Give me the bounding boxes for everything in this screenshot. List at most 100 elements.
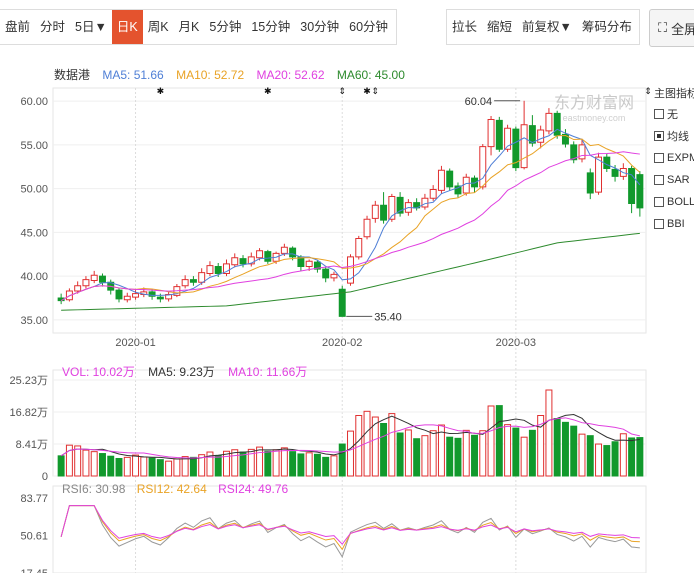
volume-bar <box>322 456 330 477</box>
candle-body <box>189 279 197 283</box>
candle-body <box>512 128 520 169</box>
candle-body <box>313 261 321 270</box>
volume-bar <box>330 455 338 477</box>
tab-6[interactable]: 5分钟 <box>209 20 242 34</box>
volume-bar <box>107 455 115 477</box>
volume-bar <box>595 443 603 477</box>
checkbox-icon[interactable] <box>654 175 664 185</box>
volume-tick-label: 0 <box>42 471 48 483</box>
volume-bar <box>553 418 561 477</box>
volume-bar <box>388 413 396 477</box>
watermark: 东方财富网 <box>554 94 634 112</box>
rsi12-line <box>60 505 640 551</box>
tab-5[interactable]: 月K <box>178 20 200 34</box>
candle-body <box>429 189 437 199</box>
rsi24-line <box>60 505 640 545</box>
candle-body <box>173 286 181 296</box>
tab-8[interactable]: 30分钟 <box>300 20 340 34</box>
checkbox-icon[interactable] <box>654 197 664 207</box>
indicator-option-3[interactable]: SAR <box>654 169 694 191</box>
volume-bar <box>380 422 388 477</box>
candle-body <box>305 260 313 267</box>
candle-body <box>74 285 82 292</box>
event-marker-icon: ⇕ <box>372 86 380 96</box>
event-marker-icon: ✱ <box>363 86 371 96</box>
volume-bar <box>355 415 363 477</box>
event-marker-icon: ⇕ <box>644 86 652 96</box>
y-tick-label: 55.00 <box>20 140 48 152</box>
volume-ma10-line <box>60 417 640 459</box>
indicator-option-5[interactable]: BBI <box>654 213 694 235</box>
candle-body <box>123 295 131 301</box>
checkbox-icon[interactable] <box>654 131 664 141</box>
candle-body <box>206 265 214 274</box>
rsi-tick-label: 17.45 <box>20 568 48 573</box>
volume-bar <box>512 427 520 477</box>
volume-bar <box>140 456 148 477</box>
volume-bar <box>223 450 230 477</box>
period-tabbar: 盘前 分时 5日▼ 日K 周K 月K 5分钟 15分钟 30分钟 60分钟 <box>0 9 397 45</box>
volume-bar <box>239 451 247 477</box>
x-tick-label: 2020-03 <box>496 337 536 349</box>
tool-tab-1[interactable]: 缩短 <box>487 20 513 34</box>
candle-body <box>280 246 288 254</box>
volume-bar <box>561 421 569 477</box>
tool-tab-3[interactable]: 筹码分布 <box>581 20 632 34</box>
watermark-sub: eastmoney.com <box>563 113 626 123</box>
x-tick-label: 2020-01 <box>115 337 155 349</box>
volume-bar <box>454 437 462 477</box>
volume-bar <box>528 429 536 477</box>
candle-body <box>165 294 173 300</box>
checkbox-icon[interactable] <box>654 153 664 163</box>
volume-bar <box>198 454 206 477</box>
volume-bar <box>247 448 255 477</box>
candle-body <box>140 291 148 295</box>
tab-1[interactable]: 分时 <box>40 20 66 34</box>
tool-tab-2[interactable]: 前复权▼ <box>522 20 572 34</box>
event-marker-icon: ✱ <box>264 86 272 96</box>
volume-bar <box>396 432 404 477</box>
volume-bar <box>82 449 90 477</box>
tool-tab-0[interactable]: 拉长 <box>452 20 478 34</box>
indicator-panel-title: 主图指标 <box>654 88 694 100</box>
checkbox-icon[interactable] <box>654 109 664 119</box>
tab-0[interactable]: 盘前 <box>5 20 31 34</box>
indicator-option-4[interactable]: BOLL <box>654 191 694 213</box>
candle-body <box>272 252 280 262</box>
volume-bar <box>173 458 181 477</box>
volume-bar <box>289 451 297 477</box>
candle-body <box>487 119 495 148</box>
low-price-label: 35.40 <box>374 311 402 323</box>
tab-4[interactable]: 周K <box>147 20 169 34</box>
volume-bar <box>148 457 156 477</box>
indicator-option-0[interactable]: 无 <box>654 103 694 125</box>
ma20-line <box>60 151 640 302</box>
checkbox-icon[interactable] <box>654 219 664 229</box>
indicator-option-2[interactable]: EXPMA <box>654 147 694 169</box>
tab-2[interactable]: 5日▼ <box>75 20 107 34</box>
candle-body <box>537 129 545 143</box>
volume-bar <box>479 430 487 477</box>
volume-tick-label: 25.23万 <box>9 375 48 387</box>
vol-ma10: MA10: 11.66万 <box>228 365 308 379</box>
fullscreen-button[interactable]: ⛶ 全屏 <box>649 9 694 47</box>
candle-body <box>396 196 404 214</box>
volume-bar <box>65 444 73 477</box>
candle-body <box>471 177 478 188</box>
volume-bar <box>520 436 528 477</box>
tab-3[interactable]: 日K <box>111 10 143 44</box>
candle-body <box>371 204 379 219</box>
candle-body <box>421 197 429 208</box>
tab-9[interactable]: 60分钟 <box>349 20 389 34</box>
candle-body <box>297 256 305 267</box>
volume-bar <box>57 455 65 477</box>
candle-body <box>553 112 561 136</box>
candle-body <box>611 168 619 177</box>
volume-bar <box>256 446 264 477</box>
volume-bar <box>272 449 280 477</box>
ma-legend: 数据港 MA5: 51.66 MA10: 52.72 MA20: 52.62 M… <box>54 66 414 83</box>
tab-7[interactable]: 15分钟 <box>251 20 291 34</box>
candle-body <box>132 293 140 298</box>
indicator-option-1[interactable]: 均线 <box>654 125 694 147</box>
volume-bar <box>421 435 429 477</box>
